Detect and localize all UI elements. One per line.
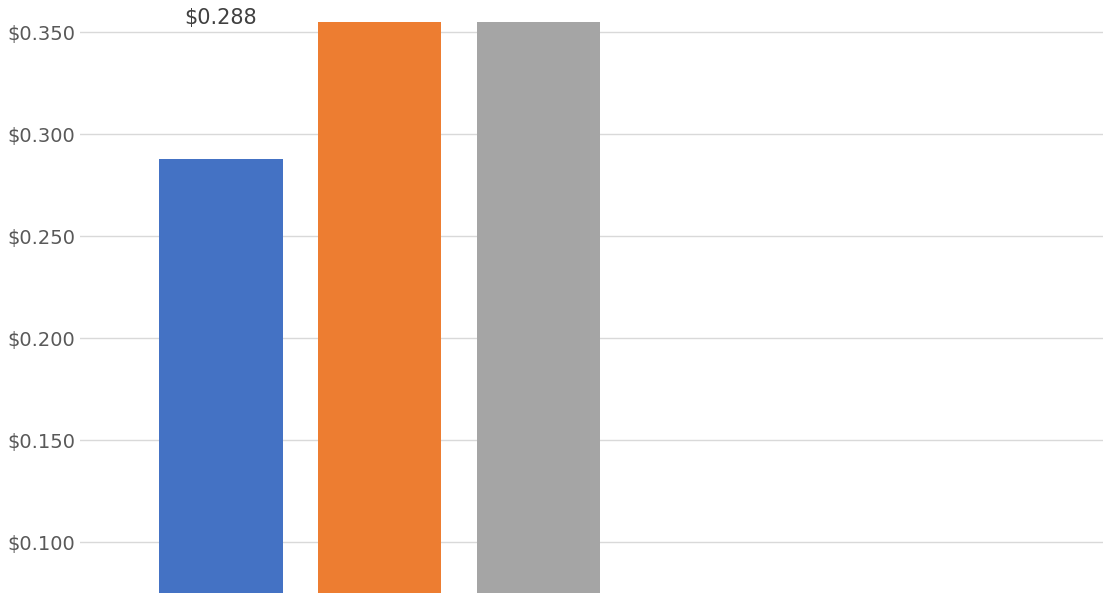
- Text: $0.288: $0.288: [184, 8, 258, 28]
- Bar: [317, 0, 442, 600]
- Bar: [477, 0, 601, 600]
- Bar: [159, 158, 283, 600]
